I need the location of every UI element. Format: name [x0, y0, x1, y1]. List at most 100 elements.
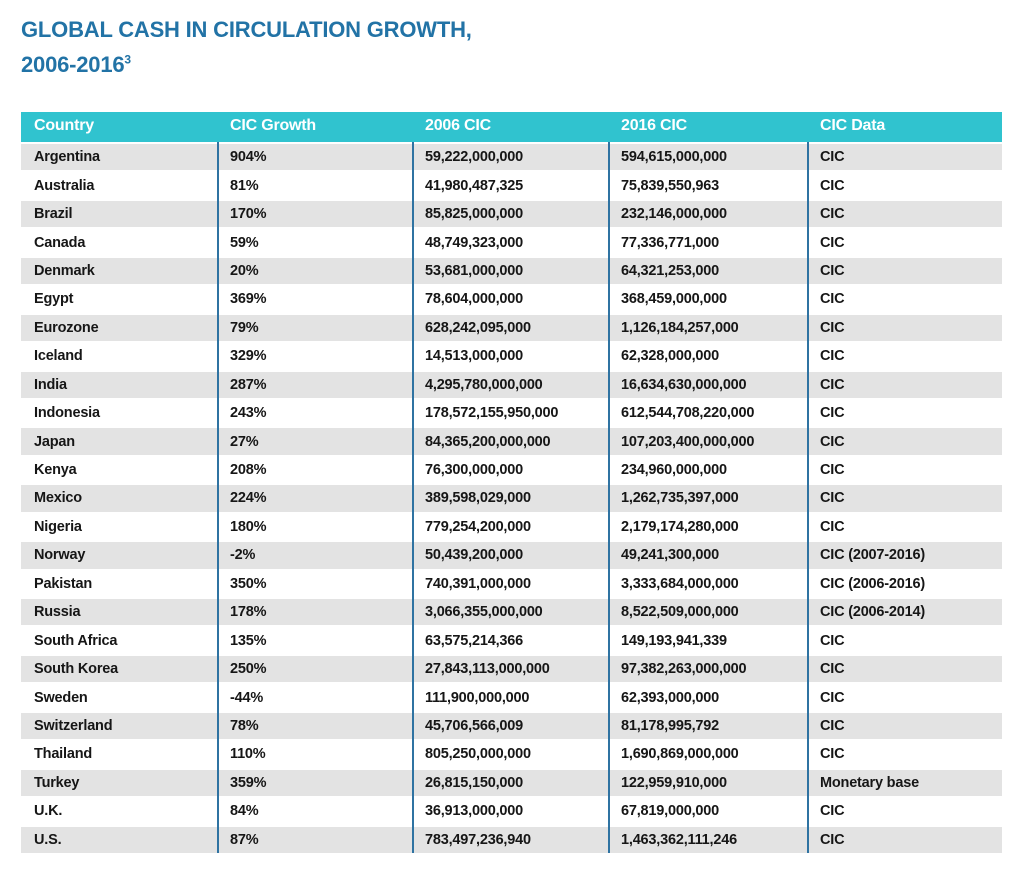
- cell-cic-growth: -44%: [217, 682, 412, 711]
- cell-cic-data: CIC (2007-2016): [807, 540, 1002, 569]
- cell-2016-cic: 1,463,362,111,246: [608, 824, 807, 853]
- table-row: Russia 178% 3,066,355,000,000 8,522,509,000…: [21, 597, 1002, 626]
- table-row: Indonesia 243% 178,572,155,950,000 612,544,…: [21, 397, 1002, 427]
- cell-2016-cic: 107,203,400,000,000: [608, 426, 807, 455]
- cell-2006-cic: 78,604,000,000: [412, 284, 608, 313]
- cell-2016-cic: 232,146,000,000: [608, 198, 807, 228]
- table-row: Nigeria 180% 779,254,200,000 2,179,174,280,…: [21, 511, 1002, 541]
- cell-2006-cic: 27,843,113,000,000: [412, 653, 608, 683]
- cell-country: Japan: [21, 426, 217, 455]
- cell-cic-data: CIC (2006-2014): [807, 597, 1002, 626]
- cell-cic-growth: 178%: [217, 597, 412, 626]
- column-header-2006-cic: 2006 CIC: [412, 112, 608, 142]
- cell-country: Kenya: [21, 454, 217, 484]
- cell-cic-data: CIC: [807, 170, 1002, 199]
- cell-cic-growth: 135%: [217, 625, 412, 654]
- cell-country: Indonesia: [21, 397, 217, 427]
- table-row: South Africa 135% 63,575,214,366 149,193,94…: [21, 625, 1002, 654]
- cell-country: Denmark: [21, 255, 217, 285]
- cic-table-container: Country CIC Growth 2006 CIC 2016 CIC CIC…: [21, 112, 1002, 853]
- cell-cic-growth: 369%: [217, 284, 412, 313]
- cell-country: Switzerland: [21, 710, 217, 740]
- cell-country: Thailand: [21, 739, 217, 768]
- cell-2006-cic: 111,900,000,000: [412, 682, 608, 711]
- cell-cic-growth: 287%: [217, 369, 412, 398]
- cell-cic-growth: 87%: [217, 824, 412, 853]
- cell-2016-cic: 1,262,735,397,000: [608, 483, 807, 512]
- table-row: Sweden -44% 111,900,000,000 62,393,000,000 C…: [21, 682, 1002, 711]
- cell-2006-cic: 84,365,200,000,000: [412, 426, 608, 455]
- table-body: Argentina 904% 59,222,000,000 594,615,000,0…: [21, 142, 1002, 853]
- cell-cic-growth: -2%: [217, 540, 412, 569]
- cell-cic-data: CIC: [807, 824, 1002, 853]
- cell-cic-growth: 59%: [217, 227, 412, 256]
- cell-cic-data: CIC: [807, 142, 1002, 171]
- cell-country: Iceland: [21, 341, 217, 370]
- column-header-cic-growth: CIC Growth: [217, 112, 412, 142]
- cell-2016-cic: 1,126,184,257,000: [608, 312, 807, 342]
- cell-2006-cic: 783,497,236,940: [412, 824, 608, 853]
- cell-cic-data: CIC: [807, 710, 1002, 740]
- cell-country: South Korea: [21, 653, 217, 683]
- cell-2016-cic: 97,382,263,000,000: [608, 653, 807, 683]
- page-title-line2: 2006-2016: [21, 52, 125, 77]
- cell-cic-data: CIC: [807, 397, 1002, 427]
- cell-2006-cic: 45,706,566,009: [412, 710, 608, 740]
- cell-cic-data: Monetary base: [807, 767, 1002, 797]
- cic-table: Country CIC Growth 2006 CIC 2016 CIC CIC…: [21, 112, 1002, 853]
- cell-2006-cic: 779,254,200,000: [412, 511, 608, 541]
- cell-2006-cic: 4,295,780,000,000: [412, 369, 608, 398]
- table-row: Switzerland 78% 45,706,566,009 81,178,995,7…: [21, 710, 1002, 740]
- cell-cic-data: CIC: [807, 227, 1002, 256]
- cell-2016-cic: 16,634,630,000,000: [608, 369, 807, 398]
- cell-cic-growth: 84%: [217, 796, 412, 825]
- cell-country: South Africa: [21, 625, 217, 654]
- table-row: U.S. 87% 783,497,236,940 1,463,362,111,246 C…: [21, 824, 1002, 853]
- cell-country: Pakistan: [21, 568, 217, 597]
- table-row: Brazil 170% 85,825,000,000 232,146,000,000 C…: [21, 198, 1002, 228]
- cell-cic-growth: 208%: [217, 454, 412, 484]
- cell-cic-data: CIC: [807, 625, 1002, 654]
- cell-2016-cic: 122,959,910,000: [608, 767, 807, 797]
- cell-cic-growth: 78%: [217, 710, 412, 740]
- column-header-country: Country: [21, 112, 217, 142]
- cell-cic-data: CIC: [807, 284, 1002, 313]
- page-title-line1: GLOBAL CASH IN CIRCULATION GROWTH,: [21, 17, 472, 42]
- cell-country: Russia: [21, 597, 217, 626]
- cell-cic-growth: 243%: [217, 397, 412, 427]
- table-row: Eurozone 79% 628,242,095,000 1,126,184,257,…: [21, 312, 1002, 342]
- cell-country: U.S.: [21, 824, 217, 853]
- cell-cic-growth: 180%: [217, 511, 412, 541]
- cell-2006-cic: 53,681,000,000: [412, 255, 608, 285]
- cell-2006-cic: 48,749,323,000: [412, 227, 608, 256]
- cell-2006-cic: 59,222,000,000: [412, 142, 608, 171]
- cell-cic-data: CIC: [807, 312, 1002, 342]
- table-row: Iceland 329% 14,513,000,000 62,328,000,000 C…: [21, 341, 1002, 370]
- table-row: Pakistan 350% 740,391,000,000 3,333,684,000…: [21, 568, 1002, 597]
- cell-cic-growth: 329%: [217, 341, 412, 370]
- cell-2006-cic: 805,250,000,000: [412, 739, 608, 768]
- cell-2006-cic: 85,825,000,000: [412, 198, 608, 228]
- cell-country: Norway: [21, 540, 217, 569]
- table-row: Egypt 369% 78,604,000,000 368,459,000,000 CI…: [21, 284, 1002, 313]
- table-header-row: Country CIC Growth 2006 CIC 2016 CIC CIC…: [21, 112, 1002, 142]
- cell-country: Eurozone: [21, 312, 217, 342]
- cell-country: Nigeria: [21, 511, 217, 541]
- table-row: Argentina 904% 59,222,000,000 594,615,000,0…: [21, 142, 1002, 171]
- cell-cic-data: CIC: [807, 796, 1002, 825]
- cell-cic-data: CIC: [807, 369, 1002, 398]
- footnote-marker: 3: [124, 52, 131, 67]
- cell-cic-growth: 110%: [217, 739, 412, 768]
- page-title: GLOBAL CASH IN CIRCULATION GROWTH, 2006-…: [21, 12, 472, 82]
- table-row: Denmark 20% 53,681,000,000 64,321,253,000 CI…: [21, 255, 1002, 285]
- cell-cic-growth: 224%: [217, 483, 412, 512]
- table-row: Japan 27% 84,365,200,000,000 107,203,400,00…: [21, 426, 1002, 455]
- cell-country: Mexico: [21, 483, 217, 512]
- cell-2016-cic: 1,690,869,000,000: [608, 739, 807, 768]
- cell-2006-cic: 628,242,095,000: [412, 312, 608, 342]
- cell-cic-growth: 81%: [217, 170, 412, 199]
- cell-2016-cic: 49,241,300,000: [608, 540, 807, 569]
- table-row: Canada 59% 48,749,323,000 77,336,771,000 CIC: [21, 227, 1002, 256]
- cell-2016-cic: 62,393,000,000: [608, 682, 807, 711]
- table-row: Norway -2% 50,439,200,000 49,241,300,000 CIC…: [21, 540, 1002, 569]
